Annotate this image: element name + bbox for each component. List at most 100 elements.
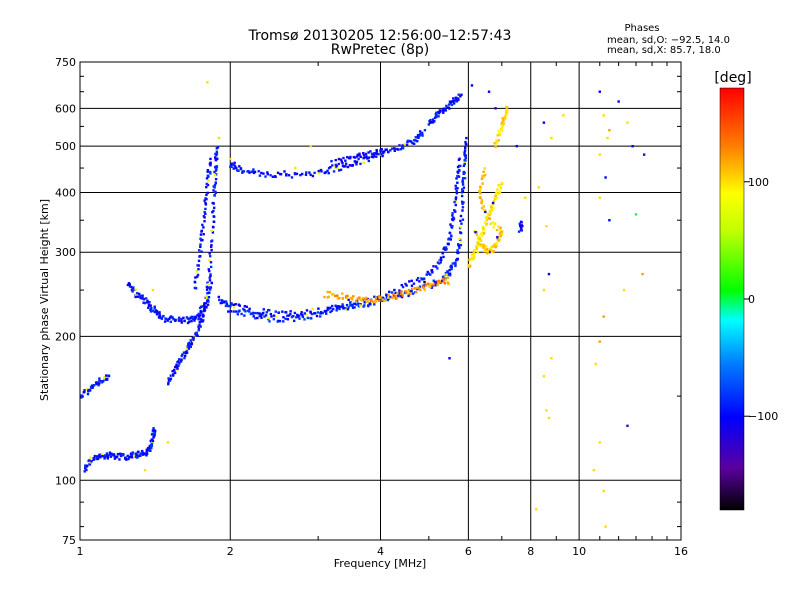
data-point [197,314,201,317]
data-point [367,159,371,163]
data-point [377,295,381,298]
data-point [424,284,428,287]
data-point [178,362,181,365]
data-point [500,124,504,127]
data-point [416,276,420,280]
data-point [598,196,601,199]
data-point [248,310,251,313]
data-point [217,136,221,140]
data-point [199,325,202,328]
data-point [442,109,445,113]
data-point [442,277,445,281]
y-tick-label: 300 [55,246,76,259]
data-point [483,173,487,177]
data-point [102,377,106,380]
data-point [463,161,466,164]
data-point [487,90,491,93]
data-point [197,315,201,319]
data-point [439,110,442,113]
data-point [362,305,365,308]
data-point [463,171,466,174]
data-point [233,161,236,165]
data-point [366,157,369,160]
data-point [202,232,205,236]
chart-title: Tromsø 20130205 12:56:00–12:57:43 [248,28,512,44]
data-point [441,251,444,255]
data-point [213,183,217,187]
data-point [257,170,260,173]
data-point [192,317,196,320]
data-point [320,170,323,173]
data-point [185,316,189,319]
data-point [199,314,202,317]
data-point [428,273,432,276]
data-point [344,162,348,165]
data-point [100,381,104,384]
data-point [284,311,288,314]
data-point [407,292,410,295]
data-point [416,139,419,143]
data-point [283,170,286,173]
data-point [490,205,493,208]
data-point [136,292,139,295]
data-point [417,286,421,290]
data-point [448,274,452,277]
data-point [212,202,215,205]
y-axis-label: Stationary phase Virtual Height [km] [38,199,51,401]
data-point [282,320,285,323]
data-point [361,296,365,300]
data-point [412,287,415,290]
data-point [186,345,189,348]
data-point [98,377,101,380]
data-point [480,234,484,237]
data-point [461,206,465,209]
data-point [143,468,147,472]
data-point [193,286,197,290]
data-point [248,307,251,311]
data-point [482,227,485,230]
data-point [483,221,487,224]
data-point [490,249,493,252]
data-point [169,320,172,324]
data-point [84,467,87,470]
data-point [213,170,216,174]
data-point [486,250,490,253]
data-point [454,197,458,201]
data-point [206,183,210,187]
data-point [409,289,412,293]
data-point [393,296,396,299]
data-point [105,374,108,377]
data-point [353,302,357,305]
data-point [180,317,183,321]
data-point [166,319,169,322]
data-point [226,304,230,308]
data-point [206,303,210,306]
data-point [334,294,337,298]
data-point [472,253,476,257]
data-point [208,279,212,282]
data-point [464,159,467,162]
data-point [108,451,112,454]
data-point [92,383,96,387]
data-point [421,285,425,288]
data-point [176,367,179,370]
data-point [392,295,396,298]
data-point [373,295,376,299]
data-point [390,296,394,299]
data-point [151,288,155,292]
data-point [202,226,205,229]
data-point [492,199,496,203]
x-axis-label: Frequency [MHz] [334,557,426,570]
data-point [381,154,384,158]
data-point [410,284,414,287]
data-point [126,283,130,287]
data-point [200,250,203,253]
data-point [337,305,340,308]
data-point [136,451,140,454]
data-point [119,454,123,458]
data-point [279,173,283,176]
data-point [409,292,413,295]
data-point [479,187,482,190]
data-point [480,244,483,247]
data-point [450,267,453,271]
